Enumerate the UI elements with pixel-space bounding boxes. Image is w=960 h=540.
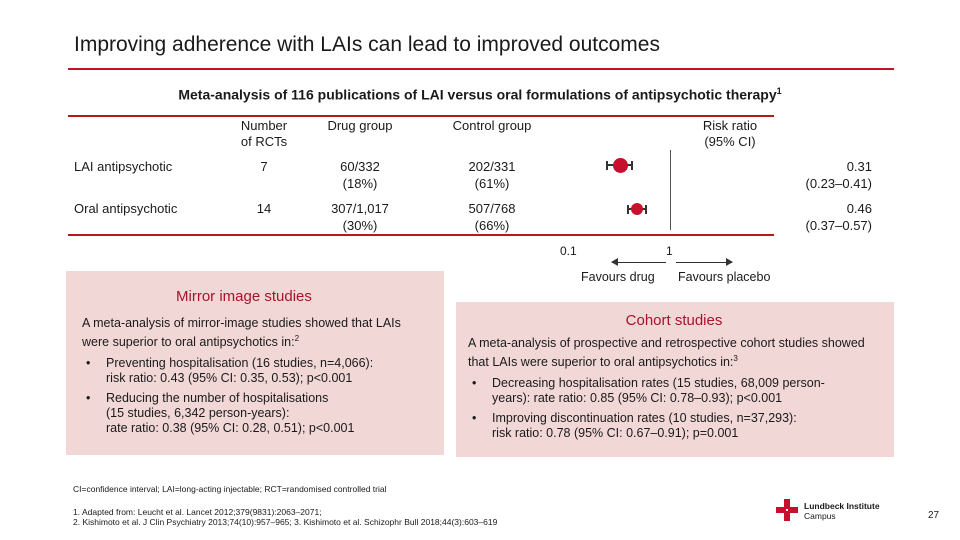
header-rr-line1: Risk ratio [702,118,758,133]
row-lai-control-line1: 202/331 [468,159,516,174]
row-label-lai: LAI antipsychotic [74,159,173,174]
point-estimate-oral [630,203,643,215]
header-rcts-line1: Number [240,118,288,133]
slide-title: Improving adherence with LAIs can lead t… [74,33,660,56]
row-oral-drug-line1: 307/1,017 [331,201,389,216]
row-oral-rr-line2: (0.37–0.57) [805,218,873,233]
header-drug-group: Drug group [327,118,393,133]
cohort-panel: Cohort studies A meta-analysis of prospe… [456,302,894,457]
page-number: 27 [928,510,940,521]
header-rcts-line2: of RCTs [240,134,288,149]
row-lai-drug-line2: (18%) [342,176,378,191]
ci-cap-lai-high [631,160,634,170]
row-lai-rr-line1: 0.31 [846,159,872,174]
reference-line-b: 2. Kishimoto et al. J Clin Psychiatry 20… [73,517,498,527]
lundbeck-logo: Lundbeck Institute Campus [776,497,906,523]
row-lai-control: 202/331 (61%) [442,158,542,192]
row-label-oral: Oral antipsychotic [74,201,178,216]
cohort-bullet-1: Decreasing hospitalisation rates (15 stu… [468,376,878,406]
logo-sub: Campus [804,511,836,521]
row-lai-drug-line1: 60/332 [340,159,380,174]
row-lai-rr: 0.31 (0.23–0.41) [780,158,873,192]
cohort-intro-text: A meta-analysis of prospective and retro… [468,336,865,370]
mirror-b2-line3: rate ratio: 0.38 (95% CI: 0.28, 0.51); p… [106,421,355,436]
favours-placebo-arrow [676,258,733,266]
row-lai-rcts: 7 [260,159,268,174]
row-lai-rr-line2: (0.23–0.41) [805,176,873,191]
row-oral-control-line1: 507/768 [468,201,516,216]
lundbeck-mark-icon [776,499,798,521]
table-top-rule [68,115,774,117]
mirror-bullet-1: Preventing hospitalisation (16 studies, … [82,356,422,386]
cohort-bullets: Decreasing hospitalisation rates (15 stu… [468,376,878,441]
slide-subtitle: Meta-analysis of 116 publications of LAI… [0,86,960,103]
mirror-b2-line2: (15 studies, 6,342 person-years): [106,406,290,421]
references-footnote: 1. Adapted from: Leucht et al. Lancet 20… [73,507,497,527]
reference-line-1 [670,150,671,230]
row-oral-drug-line2: (30%) [342,218,378,233]
mirror-b1-line1: Preventing hospitalisation (16 studies, … [106,356,374,371]
logo-name: Lundbeck Institute [804,501,880,511]
row-oral-rr: 0.46 (0.37–0.57) [780,200,873,234]
row-lai-control-line2: (61%) [474,176,510,191]
title-divider [68,68,894,70]
mirror-image-panel: Mirror image studies A meta-analysis of … [66,271,444,455]
favours-drug-label: Favours drug [581,270,655,284]
cohort-panel-body: A meta-analysis of prospective and retro… [468,336,878,446]
point-estimate-lai [612,157,628,173]
cohort-bullet-2: Improving discontinuation rates (10 stud… [468,411,878,441]
axis-tick-low: 0.1 [560,244,577,258]
row-oral-control: 507/768 (66%) [442,200,542,234]
header-risk-ratio: Risk ratio (95% CI) [680,118,780,150]
row-oral-control-line2: (66%) [474,218,510,233]
header-rcts: Number of RCTs [220,118,308,150]
row-oral-rcts: 14 [256,201,272,216]
cohort-b2-line2: risk ratio: 0.78 (95% CI: 0.67–0.91); p=… [492,426,739,441]
cohort-panel-title: Cohort studies [625,312,723,329]
mirror-b2-line1: Reducing the number of hospitalisations [106,391,329,406]
axis-tick-high: 1 [666,244,673,258]
ci-cap-oral-low [626,204,629,214]
ci-cap-lai-low [606,160,609,170]
table-bottom-rule [68,234,774,236]
row-lai-drug: 60/332 (18%) [310,158,410,192]
reference-line-a: 1. Adapted from: Leucht et al. Lancet 20… [73,507,322,517]
abbreviations-footnote: CI=confidence interval; LAI=long-acting … [73,484,387,494]
cohort-intro-ref: 3 [733,354,738,363]
mirror-panel-body: A meta-analysis of mirror-image studies … [82,316,422,441]
cohort-b1-line2: years): rate ratio: 0.85 (95% CI: 0.78–0… [492,391,783,406]
cohort-b2-line1: Improving discontinuation rates (10 stud… [492,411,797,426]
subtitle-text: Meta-analysis of 116 publications of LAI… [178,86,777,103]
mirror-panel-title: Mirror image studies [176,288,312,305]
mirror-intro-text: A meta-analysis of mirror-image studies … [82,316,401,350]
mirror-bullet-2: Reducing the number of hospitalisations … [82,391,422,436]
mirror-intro: A meta-analysis of mirror-image studies … [82,316,422,350]
mirror-bullets: Preventing hospitalisation (16 studies, … [82,356,422,436]
cohort-intro: A meta-analysis of prospective and retro… [468,336,878,370]
row-oral-drug: 307/1,017 (30%) [310,200,410,234]
ci-cap-oral-high [645,204,648,214]
mirror-intro-ref: 2 [294,334,300,343]
favours-drug-arrow [611,258,666,266]
mirror-b1-line2: risk ratio: 0.43 (95% CI: 0.35, 0.53); p… [106,371,353,386]
cohort-b1-line1: Decreasing hospitalisation rates (15 stu… [492,376,825,391]
header-rr-line2: (95% CI) [704,134,756,149]
header-control-group: Control group [452,118,532,133]
subtitle-ref: 1 [776,86,782,96]
favours-placebo-label: Favours placebo [678,270,771,284]
row-oral-rr-line1: 0.46 [846,201,872,216]
